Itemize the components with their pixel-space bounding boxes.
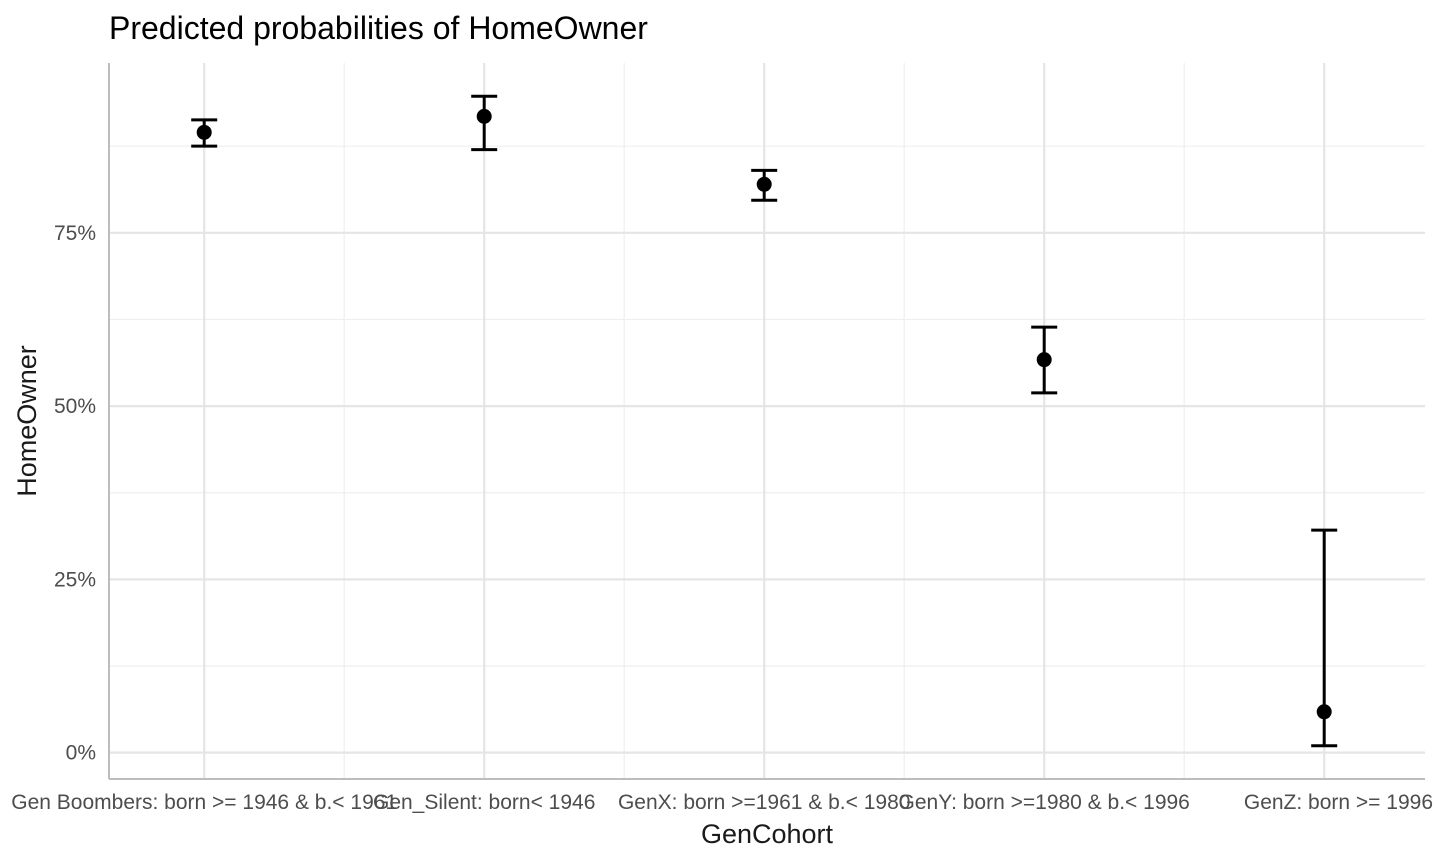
data-marks <box>191 94 1338 748</box>
y-axis-title: HomeOwner <box>12 345 42 497</box>
x-tick-label: GenX: born >=1961 & b.< 1980 <box>618 791 910 814</box>
grid <box>109 63 1425 779</box>
axes <box>108 63 1425 780</box>
x-tick-label: GenZ: born >= 1996 <box>1244 791 1433 814</box>
data-point <box>1316 704 1332 720</box>
x-tick-labels: Gen Boombers: born >= 1946 & b.< 1961Gen… <box>11 791 1433 814</box>
y-tick-label: 25% <box>54 568 96 591</box>
data-point <box>476 108 492 124</box>
x-tick-label: GenY: born >=1980 & b.< 1996 <box>899 791 1190 814</box>
x-tick-label: Gen Boombers: born >= 1946 & b.< 1961 <box>11 791 397 814</box>
y-tick-label: 50% <box>54 395 96 418</box>
x-axis-title: GenCohort <box>701 819 834 849</box>
y-tick-label: 75% <box>54 222 96 245</box>
y-tick-label: 0% <box>66 742 96 765</box>
data-point <box>756 176 772 192</box>
chart-title: Predicted probabilities of HomeOwner <box>109 10 648 46</box>
x-tick-label: Gen_Silent: born< 1946 <box>373 791 595 814</box>
y-tick-labels: 0% 25% 50% 75% <box>54 222 96 765</box>
data-point <box>1036 352 1052 368</box>
data-point <box>196 124 212 140</box>
